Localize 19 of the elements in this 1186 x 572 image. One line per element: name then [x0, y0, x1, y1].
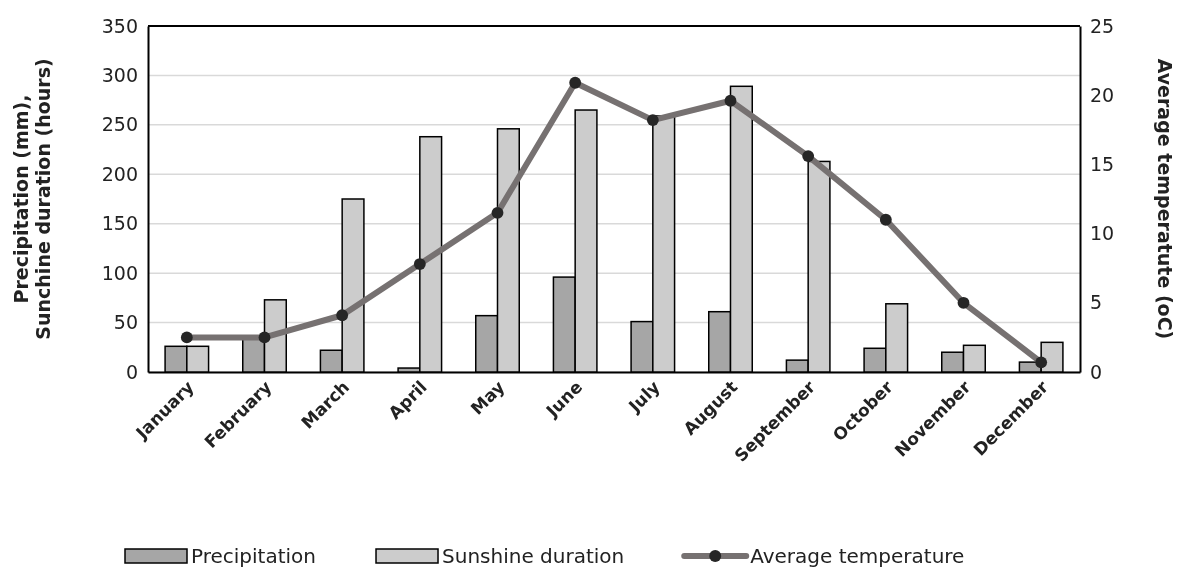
- y-tick-label: 200: [101, 162, 138, 185]
- y-axis-title: Precipitation (mm), Sunchine duration (hours): [10, 58, 54, 340]
- y2-tick-label: 15: [1090, 152, 1115, 175]
- y-tick-label: 50: [113, 311, 138, 334]
- y2-axis-title: Average temperatute (oC): [1154, 58, 1176, 340]
- y2-tick-label: 25: [1090, 14, 1115, 37]
- y2-tick-label: 10: [1090, 222, 1115, 245]
- legend-label: Precipitation: [191, 544, 317, 568]
- y2-tick-label: 20: [1090, 83, 1115, 106]
- y-tick-label: 150: [101, 212, 138, 235]
- y-tick-label: 300: [101, 64, 138, 87]
- y-tick-label: 0: [125, 360, 138, 383]
- y-tick-label: 100: [101, 261, 138, 284]
- y2-tick-label: 0: [1090, 360, 1103, 383]
- legend-label: Average temperature: [750, 544, 965, 568]
- y-tick-label: 350: [101, 14, 138, 37]
- legend-label: Sunshine duration: [442, 544, 625, 568]
- y-tick-label: 250: [101, 113, 138, 136]
- y2-tick-label: 5: [1090, 291, 1103, 314]
